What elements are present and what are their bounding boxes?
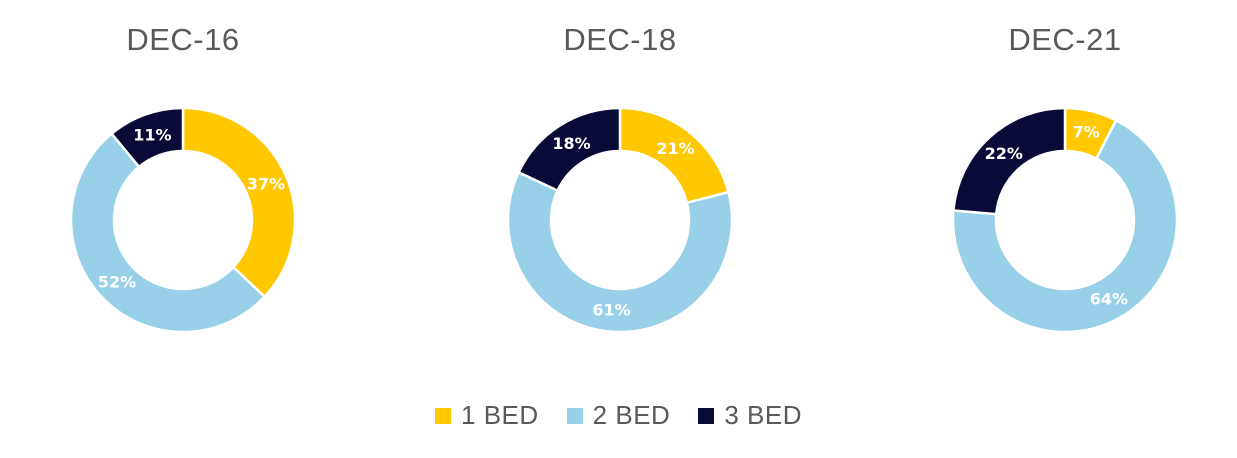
legend-label-1-bed: 1 BED [461, 400, 539, 430]
donut-slice-dec-16-2-bed [69, 131, 267, 334]
data-label-dec-21-2-bed: 64% [1090, 290, 1128, 309]
donut-slice-dec-21-3-bed [952, 106, 1067, 216]
data-label-dec-21-1-bed: 7% [1073, 123, 1100, 142]
legend-label-3-bed: 3 BED [724, 400, 802, 430]
legend-item-1-bed: 1 BED [435, 400, 539, 431]
chart-title-dec-21: DEC-21 [1008, 22, 1122, 57]
data-label-dec-18-1-bed: 21% [656, 139, 694, 158]
legend-swatch-1-bed [435, 407, 452, 424]
donut-chart-dec-21: 7% 64% 22% [951, 106, 1179, 334]
legend-item-3-bed: 3 BED [698, 400, 802, 431]
donut-chart-dec-18: 21% 61% 18% [506, 106, 734, 334]
donut-slice-dec-16-3-bed [109, 106, 185, 169]
donut-chart-dec-16: 37% 52% 11% [69, 106, 297, 334]
donut-slice-dec-21-2-bed [951, 118, 1179, 334]
legend-item-2-bed: 2 BED [566, 400, 671, 431]
legend-swatch-2-bed [566, 407, 583, 424]
donut-slice-dec-16-1-bed [181, 106, 297, 299]
chart-title-dec-18: DEC-18 [563, 22, 677, 57]
data-label-dec-16-1-bed: 37% [247, 175, 285, 194]
chart-title-dec-16: DEC-16 [126, 22, 240, 57]
data-label-dec-21-3-bed: 22% [985, 144, 1023, 163]
donut-slice-dec-18-2-bed [506, 170, 734, 334]
donut-slice-dec-18-3-bed [516, 106, 622, 193]
data-label-dec-18-2-bed: 61% [592, 301, 630, 320]
legend: 1 BED 2 BED 3 BED [0, 400, 1237, 431]
data-label-dec-16-3-bed: 11% [133, 125, 171, 144]
data-label-dec-18-3-bed: 18% [552, 134, 590, 153]
legend-swatch-3-bed [698, 407, 715, 424]
legend-label-2-bed: 2 BED [592, 400, 671, 430]
data-label-dec-16-2-bed: 52% [98, 272, 136, 291]
